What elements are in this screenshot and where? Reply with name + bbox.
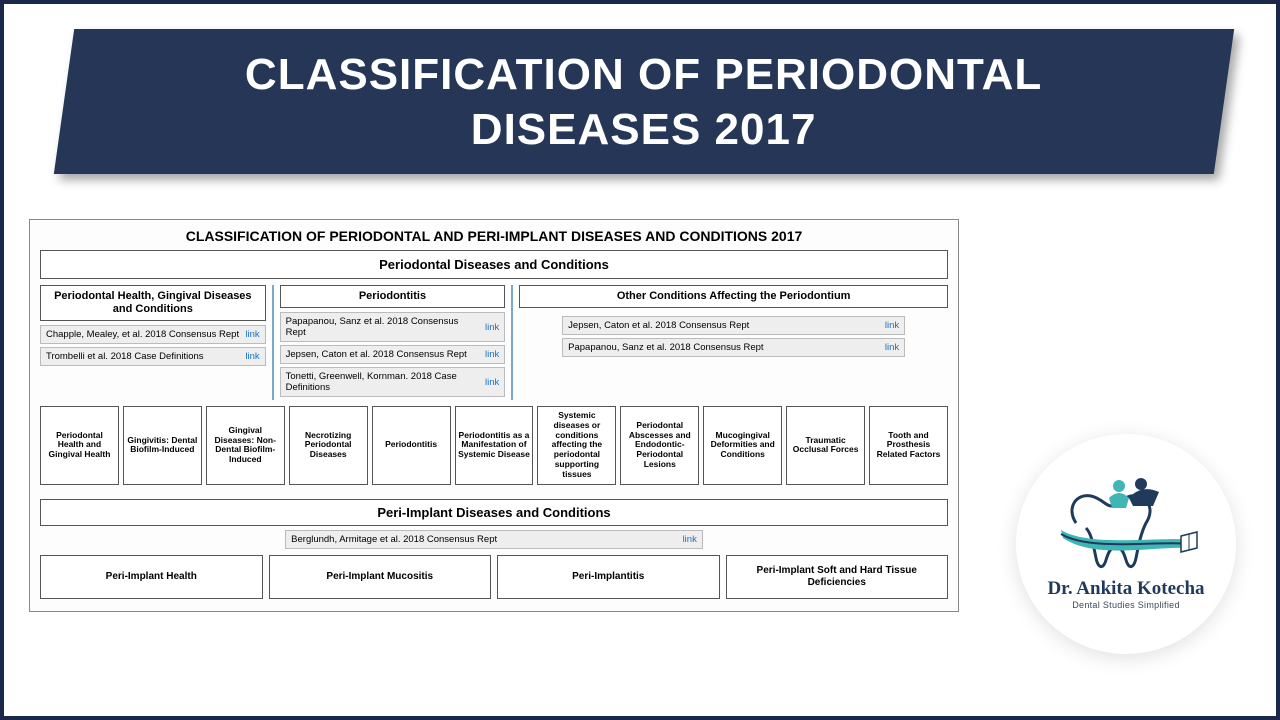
ref-box: Papapanou, Sanz et al. 2018 Consensus Re… [562,338,905,357]
peri-leaf: Peri-Implant Mucositis [269,555,492,599]
leaf-box: Periodontitis [372,406,451,484]
col-header-other: Other Conditions Affecting the Periodont… [519,285,948,308]
col-gingival: Periodontal Health, Gingival Diseases an… [40,285,266,400]
col-periodontitis: Periodontitis Papapanou, Sanz et al. 201… [272,285,506,400]
peri-implant-section: Peri-Implant Diseases and Conditions Ber… [40,499,948,599]
title-line-2: DISEASES 2017 [245,102,1042,157]
ref-text: Tonetti, Greenwell, Kornman. 2018 Case D… [286,371,481,393]
ref-link[interactable]: link [245,329,259,340]
leaf-row: Periodontal Health and Gingival Health G… [40,406,948,484]
ref-box: Jepsen, Caton et al. 2018 Consensus Rept… [562,316,905,335]
leaf-box: Periodontitis as a Manifestation of Syst… [455,406,534,484]
leaf-box: Traumatic Occlusal Forces [786,406,865,484]
leaf-box: Gingivitis: Dental Biofilm-Induced [123,406,202,484]
ref-text: Chapple, Mealey, et al. 2018 Consensus R… [46,329,239,340]
ref-link[interactable]: link [885,320,899,331]
ref-box: Tonetti, Greenwell, Kornman. 2018 Case D… [280,367,506,397]
peri-leaf: Peri-Implant Soft and Hard Tissue Defici… [726,555,949,599]
leaf-box: Mucogingival Deformities and Conditions [703,406,782,484]
peri-leaves-row: Peri-Implant Health Peri-Implant Mucosit… [40,555,948,599]
peri-header: Peri-Implant Diseases and Conditions [40,499,948,526]
columns-row: Periodontal Health, Gingival Diseases an… [40,285,948,400]
ref-text: Jepsen, Caton et al. 2018 Consensus Rept [286,349,467,360]
ref-link[interactable]: link [885,342,899,353]
logo-tagline: Dental Studies Simplified [1072,600,1180,610]
leaf-box: Systemic diseases or conditions affectin… [537,406,616,484]
leaf-box: Necrotizing Periodontal Diseases [289,406,368,484]
title-banner: CLASSIFICATION OF PERIODONTAL DISEASES 2… [54,29,1234,174]
tooth-logo-icon [1041,478,1211,588]
ref-text: Papapanou, Sanz et al. 2018 Consensus Re… [568,342,763,353]
logo-name: Dr. Ankita Kotecha [1047,578,1204,600]
ref-box: Chapple, Mealey, et al. 2018 Consensus R… [40,325,266,344]
ref-link[interactable]: link [683,534,697,545]
leaf-box: Tooth and Prosthesis Related Factors [869,406,948,484]
col-other: Other Conditions Affecting the Periodont… [511,285,948,400]
ref-box: Papapanou, Sanz et al. 2018 Consensus Re… [280,312,506,342]
col-header-gingival: Periodontal Health, Gingival Diseases an… [40,285,266,321]
section-periodontal-title: Periodontal Diseases and Conditions [40,250,948,279]
ref-box: Trombelli et al. 2018 Case Definitions l… [40,347,266,366]
peri-leaf: Peri-Implantitis [497,555,720,599]
ref-box: Jepsen, Caton et al. 2018 Consensus Rept… [280,345,506,364]
ref-text: Berglundh, Armitage et al. 2018 Consensu… [291,534,497,545]
leaf-box: Periodontal Health and Gingival Health [40,406,119,484]
title-line-1: CLASSIFICATION OF PERIODONTAL [245,47,1042,102]
ref-link[interactable]: link [485,377,499,388]
classification-chart: CLASSIFICATION OF PERIODONTAL AND PERI-I… [29,219,959,612]
ref-link[interactable]: link [485,322,499,333]
leaf-box: Gingival Diseases: Non-Dental Biofilm-In… [206,406,285,484]
peri-leaf: Peri-Implant Health [40,555,263,599]
ref-text: Jepsen, Caton et al. 2018 Consensus Rept [568,320,749,331]
leaf-box: Periodontal Abscesses and Endodontic-Per… [620,406,699,484]
logo-badge: Dr. Ankita Kotecha Dental Studies Simpli… [1016,434,1236,654]
ref-text: Trombelli et al. 2018 Case Definitions [46,351,204,362]
col-header-periodontitis: Periodontitis [280,285,506,308]
ref-link[interactable]: link [485,349,499,360]
ref-box: Berglundh, Armitage et al. 2018 Consensu… [285,530,703,549]
chart-heading: CLASSIFICATION OF PERIODONTAL AND PERI-I… [40,228,948,244]
ref-text: Papapanou, Sanz et al. 2018 Consensus Re… [286,316,481,338]
ref-link[interactable]: link [245,351,259,362]
